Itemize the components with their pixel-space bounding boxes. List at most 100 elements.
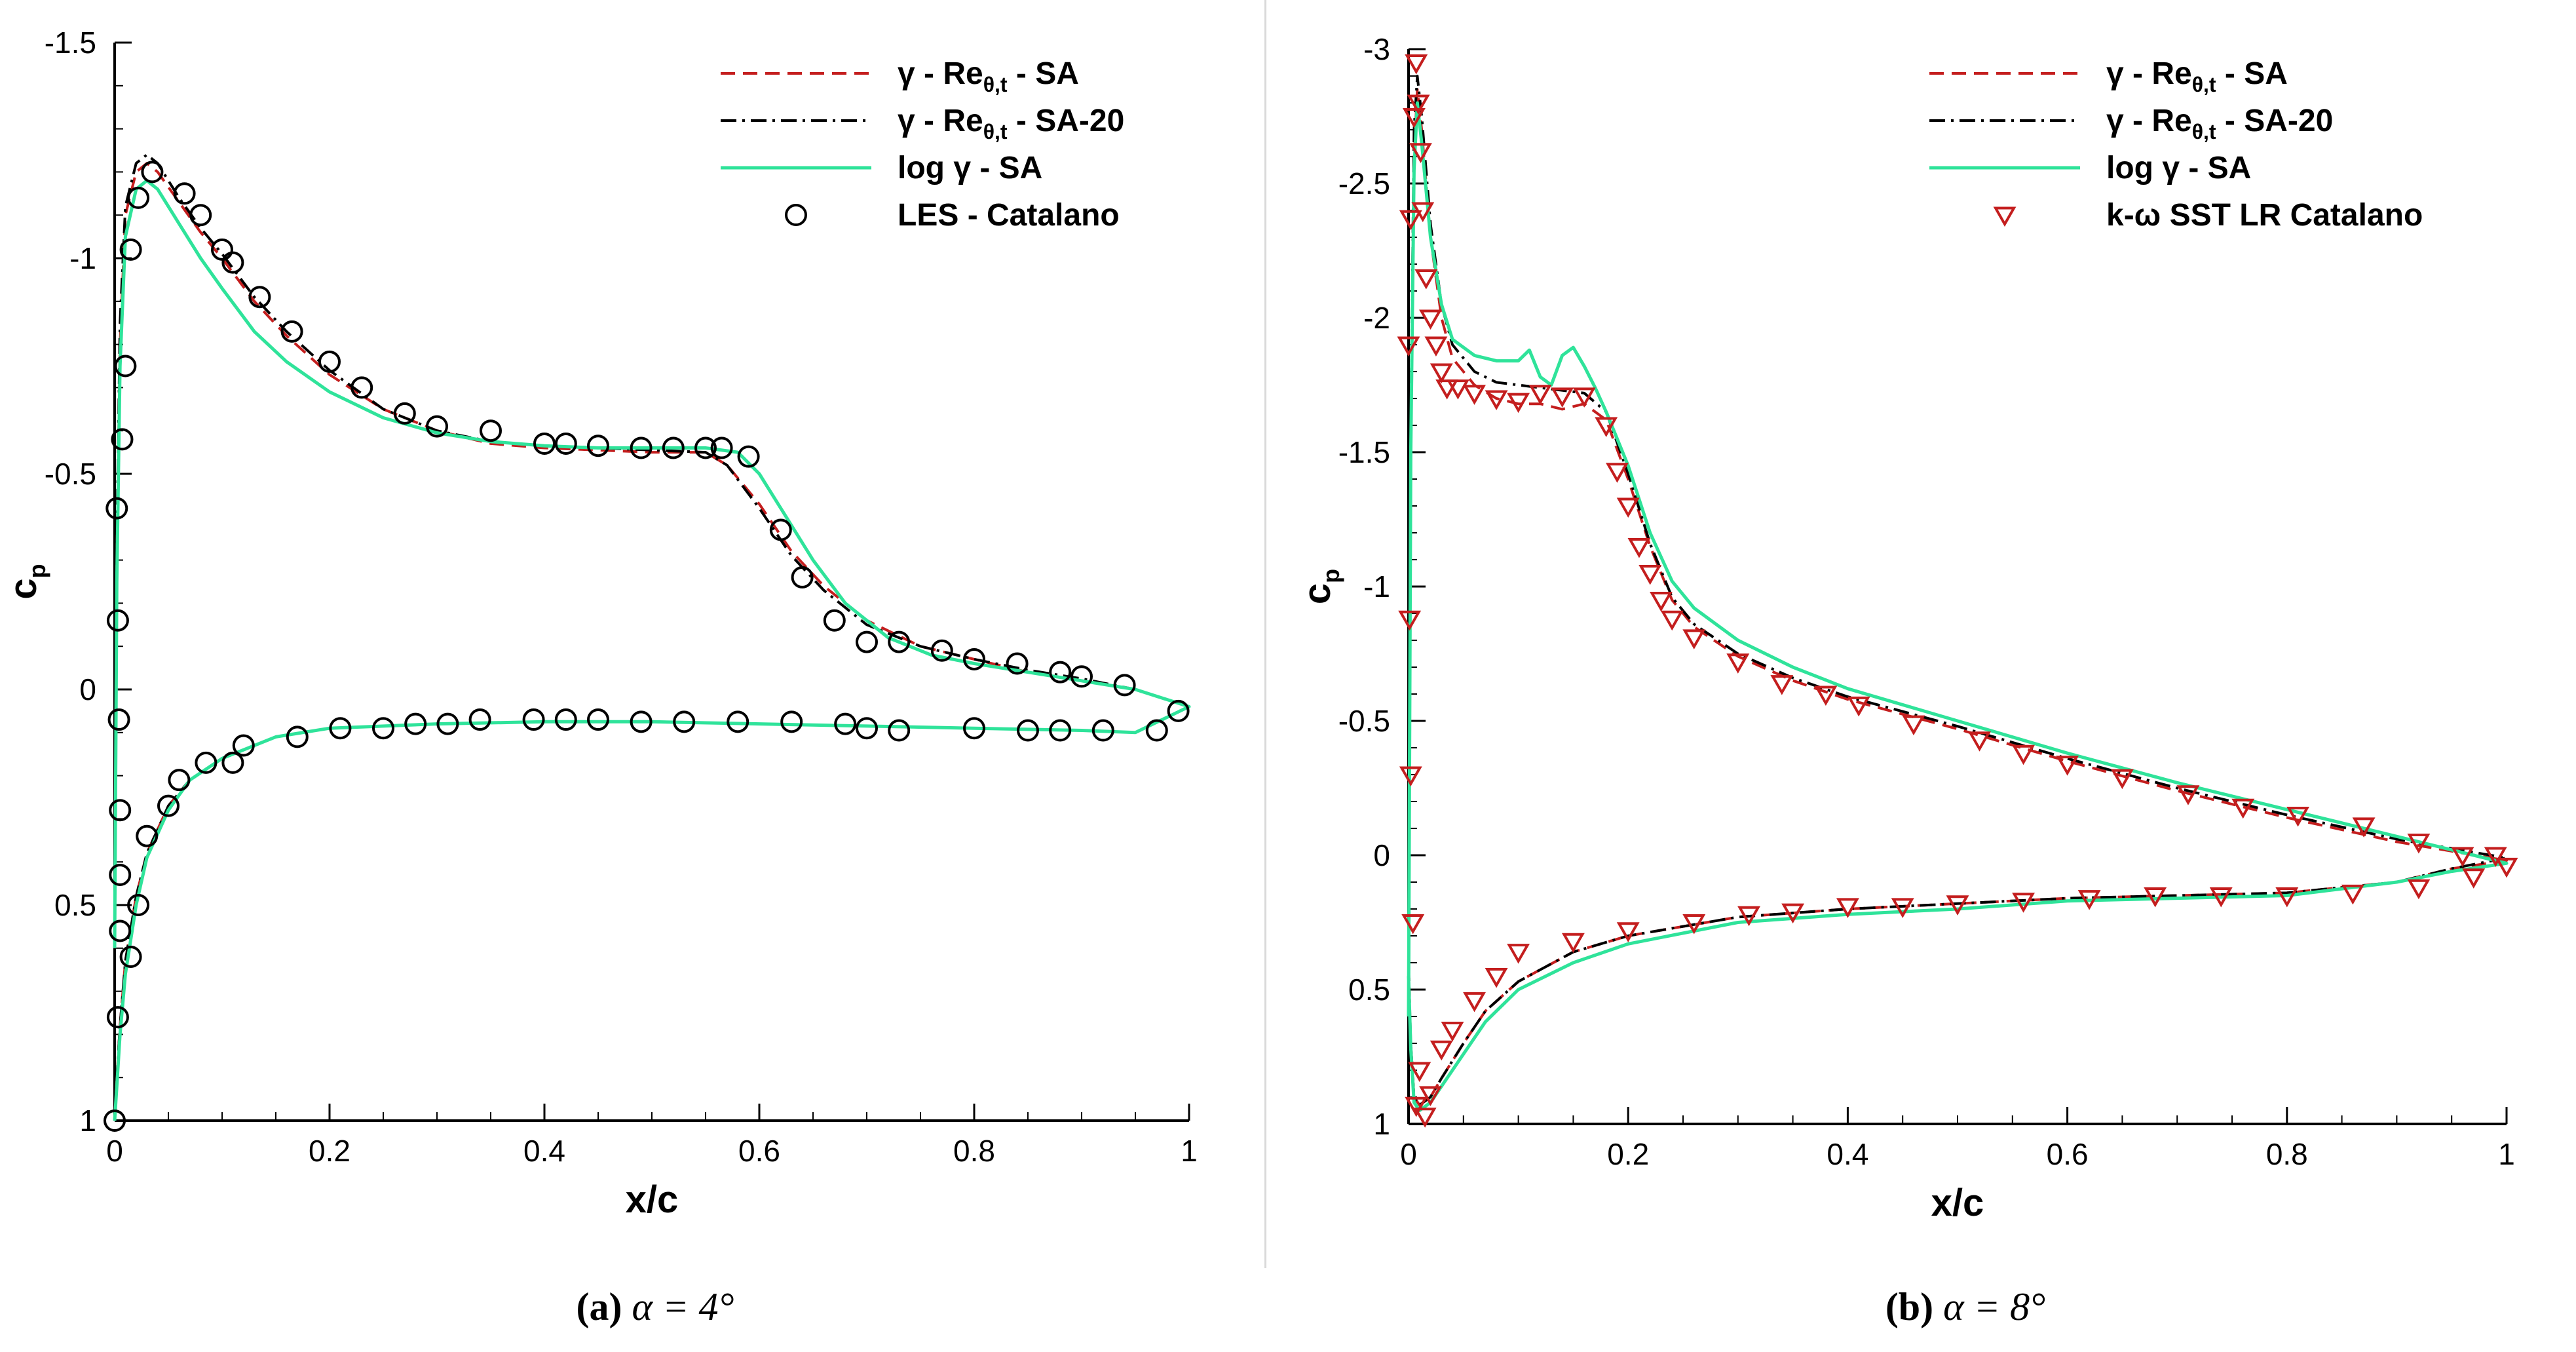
data-point-circle [136,824,159,847]
series-dashdot [113,153,1190,1121]
data-point-circle [168,769,191,792]
data-point-circle [468,708,491,731]
legend-label-sub: θ,t [983,73,1008,96]
data-point-circle [823,609,846,632]
data-point-triangle [1441,1022,1464,1042]
data-point-triangle [1407,94,1430,115]
x-axis-label: x/c [1931,1182,1984,1224]
y-axis-label-sub: p [24,564,50,578]
data-point-triangle [1551,387,1574,408]
data-point-circle [106,1006,129,1029]
data-point-circle [791,566,814,589]
y-tick-label: 0 [1373,838,1390,872]
y-axis-label: cp [1296,569,1344,604]
legend-label-tail: - SA-20 [2216,104,2334,138]
legend-label: log γ - SA [2106,151,2251,185]
data-point-circle [630,436,653,459]
data-point-circle [930,639,953,662]
panel-divider [1264,0,1266,1268]
legend-label-main: k-ω SST LR Catalano [2106,198,2423,233]
caption-a: (a) α = 4° [393,1284,917,1330]
data-point-circle [1049,719,1072,742]
data-point-circle [195,751,218,774]
data-point-triangle [2275,887,2299,908]
data-point-circle [127,186,150,209]
y-tick-label: -0.5 [45,457,96,491]
data-point-circle [221,251,244,274]
legend-label: LES - Catalano [898,198,1120,233]
data-point-circle [1070,665,1093,688]
data-point-triangle [1627,538,1651,558]
legend-label-main: LES - Catalano [898,198,1120,233]
x-tick-label: 0.2 [1607,1137,1649,1171]
data-point-triangle [1528,385,1552,405]
x-tick-label: 0 [1400,1137,1417,1171]
legend-label: k-ω SST LR Catalano [2106,198,2423,233]
data-point-circle [111,428,134,451]
data-point-triangle [1946,895,1969,916]
y-tick-label: 0 [79,672,96,706]
y-axis-label-sub: p [1317,569,1344,583]
data-point-triangle [2176,785,2200,805]
legend-label-main: γ - Re [898,104,983,138]
data-point-triangle [1409,143,1432,163]
data-point-circle [372,717,394,740]
data-point-triangle [2077,890,2101,910]
data-point-triangle [1424,336,1448,357]
data-point-circle [1091,719,1114,742]
data-point-circle [318,350,341,373]
caption-b-text: α = 8° [1943,1285,2046,1328]
y-tick-label: 1 [79,1104,96,1138]
data-point-circle [221,751,244,774]
legend-label: log γ - SA [898,151,1042,185]
series-line-dashed [113,162,1190,1121]
data-point-triangle [1413,1108,1437,1128]
data-point-triangle [2286,807,2310,827]
data-point-circle [1167,699,1190,722]
caption-b-label: (b) [1885,1285,1934,1328]
x-tick-label: 0.6 [2047,1137,2089,1171]
data-point-circle [888,719,911,742]
legend-label-sub: θ,t [983,120,1008,144]
series-line-dashdot [113,153,1190,1121]
data-point-circle [673,710,696,733]
data-point-triangle [2231,798,2255,819]
chart-panel-b: 0 0.2 0.4 0.6 0.8 1 -3 -2.5 -2 -1.5 -1 -0.5 0 0.5 1 x/c… [1284,0,2576,1265]
data-point-triangle [1408,1062,1431,1083]
caption-a-label: (a) [576,1285,622,1328]
data-point-circle [106,609,129,632]
data-point-triangle [2209,887,2233,908]
caption-b: (b) α = 8° [1703,1284,2227,1330]
data-point-circle [109,799,132,822]
data-point-triangle [1572,387,1596,408]
data-point-circle [888,630,911,653]
x-tick-label: 0.4 [1827,1137,1868,1171]
data-point-triangle [1411,202,1435,223]
data-point-triangle [2484,847,2507,868]
data-point-triangle [1430,1040,1453,1061]
x-tick-label: 0 [106,1134,123,1168]
data-point-triangle [2056,756,2079,776]
data-point-triangle [1414,269,1438,290]
chart-panel-a: 0 0.2 0.4 0.6 0.8 1 -1.5 -1 -0.5 0 0.5 1 x/c cp γ - Re… [0,0,1271,1265]
legend-label-main: γ - Re [2106,104,2192,138]
data-point-circle [280,320,303,343]
data-point-circle [107,708,130,731]
series-line-dashdot [1407,75,2508,1107]
data-point-circle [727,710,749,733]
data-point-triangle [1485,390,1508,411]
data-point-circle [780,710,803,733]
legend-label-tail: - SA-20 [1008,104,1125,138]
data-point-circle [737,445,760,468]
data-point-triangle [1399,766,1422,787]
y-tick-label: -0.5 [1338,704,1390,738]
data-point-triangle [1405,1096,1428,1117]
data-point-triangle [1616,497,1640,518]
y-axis-label-main: c [2,578,45,599]
legend: γ - Reθ,t - SA γ - Reθ,t - SA-20 log γ - S… [721,56,1124,233]
data-point-circle [554,432,577,455]
legend-label: γ - Reθ,t - SA [898,56,1079,96]
data-point-triangle [1836,898,1859,918]
data-point-triangle [2495,857,2518,878]
y-tick-label: 0.5 [1348,973,1390,1007]
